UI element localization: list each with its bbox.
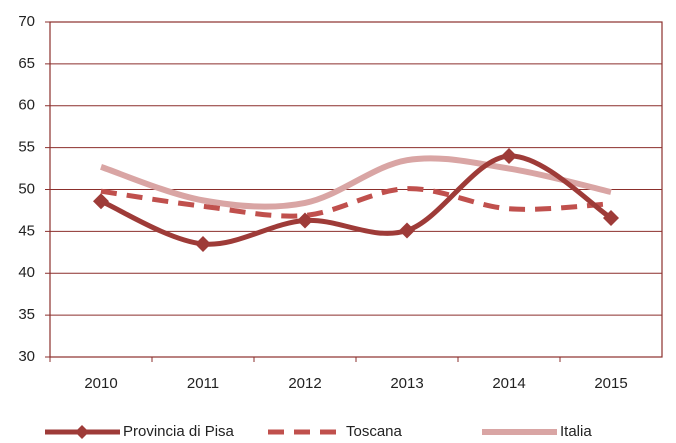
x-tick-label: 2012 xyxy=(288,375,321,392)
y-tick-label: 70 xyxy=(18,13,35,30)
series-line xyxy=(99,153,613,247)
point-marker xyxy=(297,212,313,229)
x-tick-label: 2010 xyxy=(84,375,117,392)
y-tick-label: 35 xyxy=(18,306,35,323)
legend-label: Italia xyxy=(560,423,592,440)
point-marker xyxy=(399,222,415,239)
point-marker xyxy=(195,235,211,252)
y-tick-label: 60 xyxy=(18,97,35,114)
point-marker xyxy=(603,209,619,226)
y-tick-label: 30 xyxy=(18,348,35,365)
y-tick-label: 55 xyxy=(18,139,35,156)
x-tick-label: 2015 xyxy=(594,375,627,392)
legend-marker xyxy=(75,425,89,439)
series-line xyxy=(100,155,612,210)
y-tick-label: 50 xyxy=(18,180,35,197)
y-tick-label: 45 xyxy=(18,222,35,239)
x-tick-label: 2013 xyxy=(390,375,423,392)
legend-label: Toscana xyxy=(346,423,403,440)
y-tick-label: 65 xyxy=(18,55,35,72)
x-tick-label: 2014 xyxy=(492,375,525,392)
y-tick-label: 40 xyxy=(18,264,35,281)
x-tick-label: 2011 xyxy=(187,375,219,392)
series-line xyxy=(100,186,612,219)
legend-label: Provincia di Pisa xyxy=(123,423,235,440)
point-marker xyxy=(93,193,109,210)
point-marker xyxy=(501,148,517,164)
